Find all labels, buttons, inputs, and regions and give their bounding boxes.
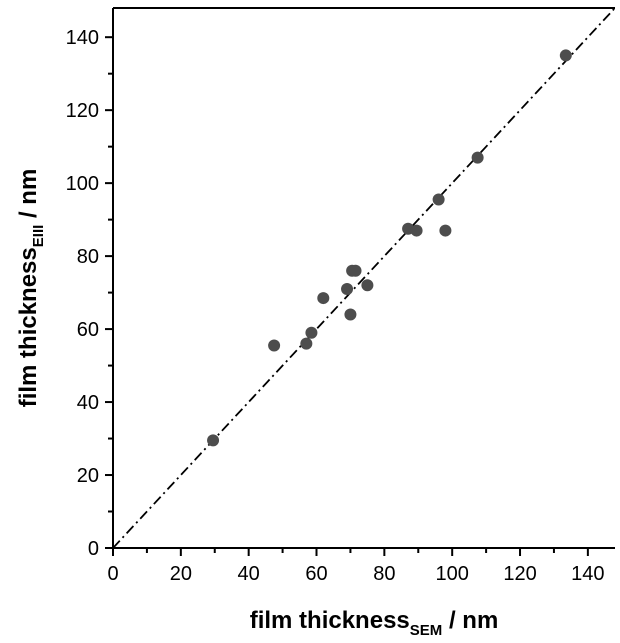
data-point	[344, 308, 357, 321]
data-point	[439, 224, 452, 237]
x-tick-label: 60	[305, 563, 327, 585]
data-point	[317, 292, 330, 305]
y-tick-label: 60	[77, 319, 99, 341]
y-tick-label: 120	[66, 100, 99, 122]
data-point	[268, 339, 281, 352]
data-point	[305, 326, 318, 339]
data-point	[300, 337, 313, 350]
y-axis-title-suffix: / nm	[15, 169, 42, 225]
data-point	[432, 193, 445, 206]
x-tick-label: 40	[238, 563, 260, 585]
y-ticks: 0 20 40 60 80 100 120 140	[66, 27, 113, 560]
data-point	[471, 151, 484, 164]
y-axis-title-main: film thickness	[15, 247, 42, 407]
data-points	[207, 49, 572, 447]
y-tick-label: 40	[77, 392, 99, 414]
x-axis-title-sub: SEM	[410, 622, 443, 639]
y-tick-label: 80	[77, 246, 99, 268]
x-axis-title: film thicknessSEM / nm	[250, 607, 499, 639]
data-point	[341, 282, 354, 295]
data-point	[349, 264, 362, 277]
x-tick-label: 100	[436, 563, 469, 585]
y-axis-title: film thicknessEIII / nm	[15, 169, 47, 408]
axes	[112, 7, 615, 549]
x-axis-title-suffix: / nm	[442, 607, 498, 634]
x-tick-label: 140	[571, 563, 604, 585]
x-ticks: 0 20 40 60 80 100 120 140	[107, 548, 605, 585]
y-axis-title-sub: EIII	[30, 225, 47, 248]
identity-reference-line	[112, 7, 616, 549]
reference-line-group	[112, 7, 616, 549]
data-point	[207, 434, 220, 447]
y-tick-label: 20	[77, 465, 99, 487]
x-tick-label: 120	[503, 563, 536, 585]
x-tick-label: 20	[170, 563, 192, 585]
x-tick-label: 0	[107, 563, 118, 585]
x-axis-title-main: film thickness	[250, 607, 410, 634]
y-tick-label: 140	[66, 27, 99, 49]
data-point	[361, 279, 374, 292]
data-point	[410, 224, 423, 237]
data-point	[559, 49, 572, 62]
x-tick-label: 80	[373, 563, 395, 585]
y-tick-label: 0	[88, 538, 99, 560]
y-tick-label: 100	[66, 173, 99, 195]
